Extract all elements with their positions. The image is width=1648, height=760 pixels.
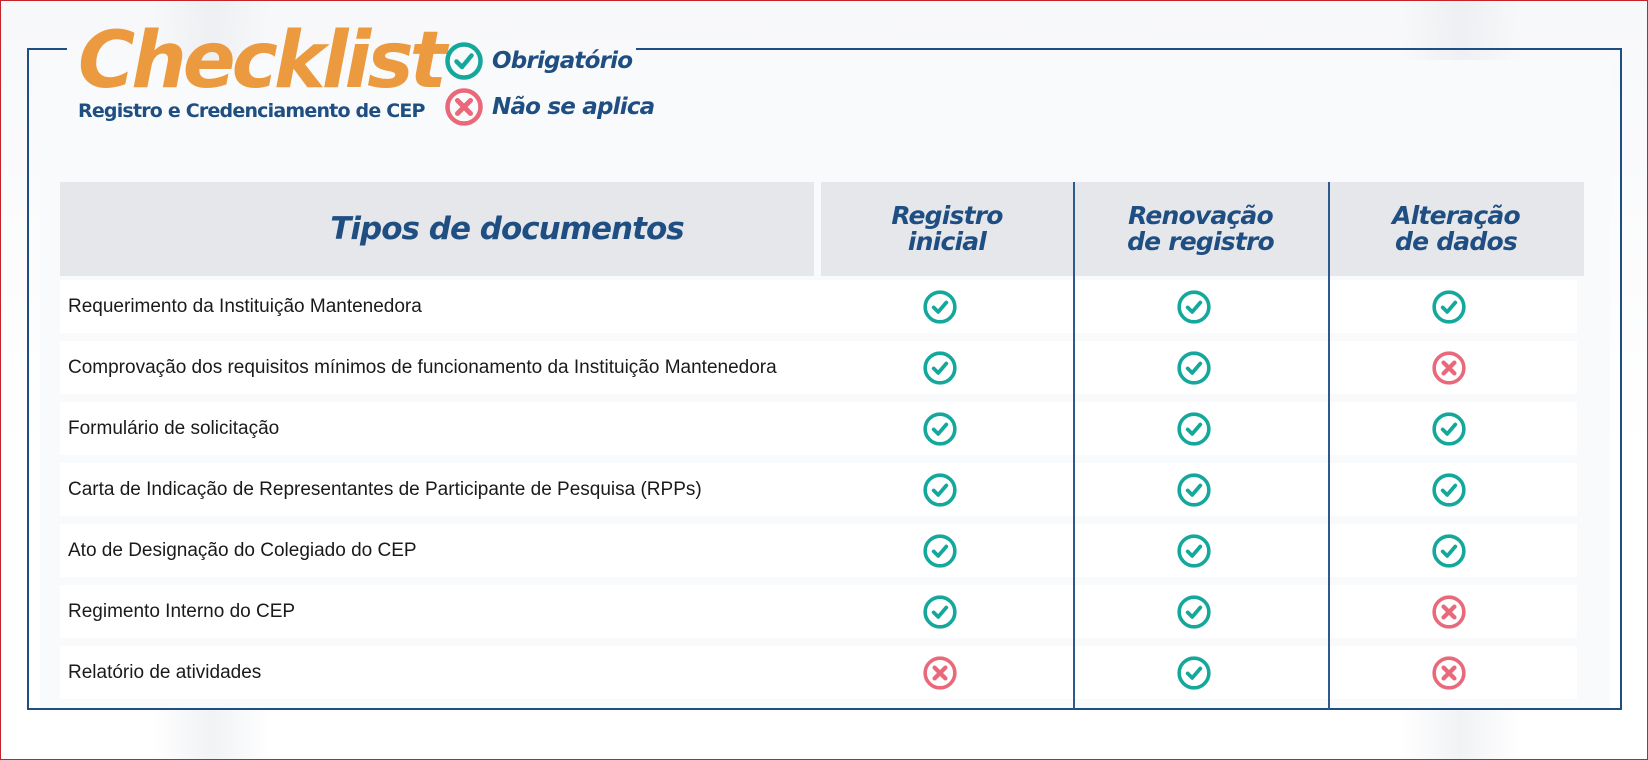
- document-name: Formulário de solicitação: [60, 402, 814, 455]
- x-circle-icon: [1431, 655, 1467, 691]
- table-row: Formulário de solicitação: [60, 398, 1584, 459]
- table-row: Relatório de atividades: [60, 642, 1584, 703]
- document-name: Comprovação dos requisitos mínimos de fu…: [60, 341, 814, 394]
- column-divider: [1073, 182, 1075, 709]
- legend-label: Não se aplica: [492, 94, 655, 120]
- status-cell-alteracao: [1321, 341, 1577, 394]
- table-row: Carta de Indicação de Representantes de …: [60, 459, 1584, 520]
- status-cell-renovacao: [1066, 341, 1321, 394]
- column-divider: [1328, 182, 1330, 709]
- check-circle-icon: [1176, 411, 1212, 447]
- table-row: Comprovação dos requisitos mínimos de fu…: [60, 337, 1584, 398]
- table-header-row: Tipos de documentos Registro inicial Reno…: [60, 182, 1584, 276]
- document-name: Relatório de atividades: [60, 646, 814, 699]
- status-cell-renovacao: [1066, 646, 1321, 699]
- header-registro-inicial: Registro inicial: [821, 182, 1073, 276]
- check-circle-icon: [1431, 289, 1467, 325]
- status-cell-registro-inicial: [814, 646, 1066, 699]
- status-cell-registro-inicial: [814, 585, 1066, 638]
- status-cell-renovacao: [1066, 280, 1321, 333]
- table-row: Regimento Interno do CEP: [60, 581, 1584, 642]
- check-circle-icon: [1176, 289, 1212, 325]
- check-circle-icon: [922, 350, 958, 386]
- header-renovacao: Renovação de registro: [1073, 182, 1328, 276]
- status-cell-registro-inicial: [814, 280, 1066, 333]
- legend-item-not-applicable: Não se aplica: [444, 84, 655, 130]
- status-cell-alteracao: [1321, 402, 1577, 455]
- status-cell-registro-inicial: [814, 402, 1066, 455]
- document-name: Carta de Indicação de Representantes de …: [60, 463, 814, 516]
- header-alteracao: Alteração de dados: [1328, 182, 1584, 276]
- check-circle-icon: [922, 411, 958, 447]
- x-circle-icon: [1431, 350, 1467, 386]
- check-circle-icon: [1176, 350, 1212, 386]
- document-name: Ato de Designação do Colegiado do CEP: [60, 524, 814, 577]
- status-cell-registro-inicial: [814, 524, 1066, 577]
- check-circle-icon: [922, 533, 958, 569]
- status-cell-registro-inicial: [814, 463, 1066, 516]
- check-circle-icon: [922, 289, 958, 325]
- status-cell-alteracao: [1321, 524, 1577, 577]
- check-circle-icon: [1176, 655, 1212, 691]
- status-cell-renovacao: [1066, 524, 1321, 577]
- page-subtitle: Registro e Credenciamento de CEP: [78, 100, 425, 122]
- check-circle-icon: [1176, 533, 1212, 569]
- table-row: Ato de Designação do Colegiado do CEP: [60, 520, 1584, 581]
- status-cell-registro-inicial: [814, 341, 1066, 394]
- check-circle-icon: [922, 594, 958, 630]
- status-cell-alteracao: [1321, 280, 1577, 333]
- x-circle-icon: [444, 87, 484, 127]
- table-row: Requerimento da Instituição Mantenedora: [60, 276, 1584, 337]
- title-block: Checklist Registro e Credenciamento de C…: [78, 16, 447, 122]
- border-frame: [27, 48, 1622, 710]
- legend: Obrigatório Não se aplica: [444, 38, 655, 130]
- header-line: Alteração: [1392, 201, 1521, 230]
- status-cell-renovacao: [1066, 402, 1321, 455]
- legend-label: Obrigatório: [492, 48, 633, 74]
- header-line: de dados: [1395, 227, 1518, 256]
- status-cell-renovacao: [1066, 463, 1321, 516]
- check-circle-icon: [444, 41, 484, 81]
- legend-item-required: Obrigatório: [444, 38, 654, 84]
- border-frame-top-right: [636, 48, 1620, 50]
- header-line: de registro: [1127, 227, 1275, 256]
- check-circle-icon: [1431, 472, 1467, 508]
- checklist-table: Tipos de documentos Registro inicial Reno…: [60, 182, 1584, 709]
- document-name: Regimento Interno do CEP: [60, 585, 814, 638]
- check-circle-icon: [1176, 472, 1212, 508]
- check-circle-icon: [1176, 594, 1212, 630]
- check-circle-icon: [1431, 533, 1467, 569]
- header-documents: Tipos de documentos: [60, 182, 814, 276]
- status-cell-alteracao: [1321, 463, 1577, 516]
- check-circle-icon: [1431, 411, 1467, 447]
- status-cell-alteracao: [1321, 646, 1577, 699]
- check-circle-icon: [922, 472, 958, 508]
- table-body: Requerimento da Instituição Mantenedora C…: [60, 276, 1584, 703]
- x-circle-icon: [922, 655, 958, 691]
- border-frame-top-left: [27, 48, 67, 50]
- header-line: Registro: [891, 201, 1003, 230]
- header-line: Renovação: [1128, 201, 1274, 230]
- page-title: Checklist: [78, 16, 447, 106]
- header-line: inicial: [907, 227, 987, 256]
- status-cell-alteracao: [1321, 585, 1577, 638]
- x-circle-icon: [1431, 594, 1467, 630]
- document-name: Requerimento da Instituição Mantenedora: [60, 280, 814, 333]
- status-cell-renovacao: [1066, 585, 1321, 638]
